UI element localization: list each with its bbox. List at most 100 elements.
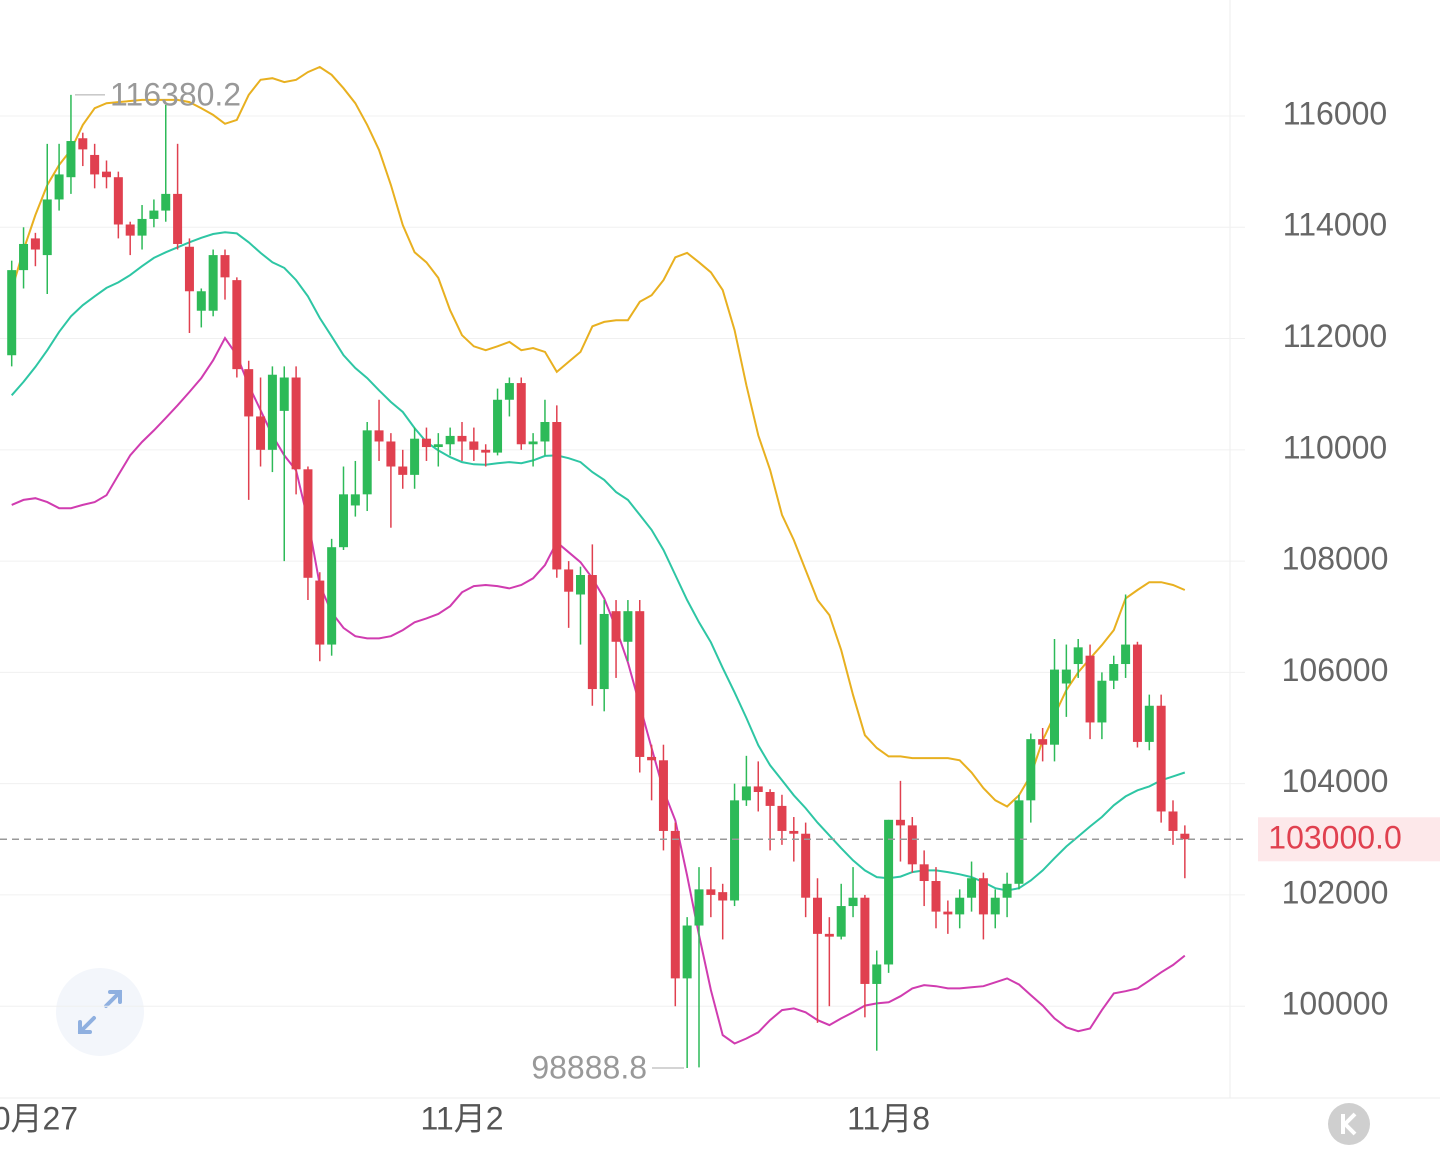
candle-body	[173, 193, 183, 244]
candle-body	[587, 575, 597, 690]
candle-body	[836, 906, 846, 937]
candle-body	[42, 199, 52, 256]
candle-body	[208, 255, 218, 311]
candle-body	[824, 933, 834, 937]
low-label: 98888.8	[531, 1049, 647, 1085]
candle-body	[528, 441, 538, 445]
candle-body	[1144, 705, 1154, 742]
candle-body	[694, 889, 704, 926]
candle-body	[125, 224, 135, 236]
k-button[interactable]	[1328, 1103, 1370, 1145]
candle-body	[1085, 655, 1095, 723]
candle-body	[90, 154, 100, 175]
expand-button[interactable]	[56, 968, 144, 1056]
candle-body	[1156, 705, 1166, 812]
candle-body	[623, 611, 633, 642]
candle-body	[279, 377, 289, 411]
candle-body	[967, 878, 977, 898]
candle-body	[647, 756, 657, 761]
candle-body	[1038, 739, 1048, 745]
candle-body	[66, 141, 76, 178]
expand-icon	[78, 990, 122, 1034]
candle-body	[516, 383, 526, 445]
candle-body	[315, 580, 325, 645]
candle-body	[1002, 883, 1012, 898]
y-tick-label: 116000	[1283, 95, 1387, 131]
candle-body	[1050, 669, 1059, 745]
y-tick-label: 102000	[1282, 874, 1389, 910]
candle-body	[386, 441, 396, 467]
candle-body	[860, 897, 870, 984]
candle-body	[184, 246, 194, 292]
candle-body	[410, 438, 420, 475]
band-upper	[10, 65, 1186, 808]
candle-body	[137, 218, 147, 236]
candle-body	[777, 805, 787, 831]
x-tick-label: 11月2	[420, 1100, 503, 1136]
candle-body	[457, 435, 467, 442]
candle-body	[1097, 680, 1107, 723]
candle-body	[421, 438, 431, 448]
candle-body	[753, 786, 763, 792]
candle-body	[339, 494, 348, 548]
high-label: 116380.2	[110, 76, 241, 112]
y-tick-label: 112000	[1283, 318, 1387, 354]
candle-body	[1014, 800, 1024, 884]
candle-body	[943, 911, 953, 915]
candle-body	[267, 374, 277, 450]
candle-body	[327, 547, 337, 645]
y-tick-label: 106000	[1282, 652, 1389, 688]
candle-body	[907, 825, 917, 865]
candle-body	[611, 611, 621, 642]
candle-body	[1073, 647, 1083, 665]
candle-body	[1121, 644, 1131, 665]
candle-body	[374, 430, 384, 442]
candle-body	[931, 881, 941, 912]
candle-body	[7, 270, 17, 356]
y-tick-label: 100000	[1282, 986, 1389, 1022]
candle-body	[433, 444, 443, 448]
candle-body	[872, 964, 882, 984]
candle-body	[398, 466, 408, 475]
candle-body	[469, 441, 479, 450]
candle-body	[102, 171, 111, 178]
candle-body	[220, 255, 230, 278]
candle-body	[658, 760, 668, 831]
price-label: 103000.0	[1268, 820, 1401, 856]
candle-body	[718, 892, 728, 901]
candle-body	[884, 819, 894, 965]
candle-body	[1061, 669, 1071, 684]
candle-body	[670, 830, 680, 979]
candle-body	[445, 435, 455, 445]
candle-body	[552, 422, 562, 570]
candle-body	[978, 878, 988, 915]
candle-body	[256, 416, 266, 450]
candle-body	[161, 193, 171, 211]
candle-body	[196, 291, 206, 311]
candle-body	[848, 897, 858, 907]
y-tick-label: 108000	[1282, 541, 1389, 577]
candle-body	[895, 819, 905, 826]
candle-body	[955, 897, 965, 915]
candle-body	[30, 238, 40, 250]
candle-body	[350, 494, 360, 506]
x-tick-label: 0月27	[0, 1100, 78, 1136]
y-tick-label: 104000	[1282, 763, 1389, 799]
candle-body	[1109, 664, 1119, 681]
candle-body	[919, 864, 929, 882]
candle-body	[54, 174, 64, 200]
k-button-bg	[1328, 1103, 1370, 1145]
y-tick-label: 114000	[1283, 207, 1387, 243]
candle-body	[801, 833, 811, 898]
candle-body	[599, 613, 609, 690]
candle-body	[19, 243, 29, 271]
candle-body	[291, 377, 301, 470]
y-tick-label: 110000	[1283, 429, 1387, 465]
band-lower	[11, 336, 1186, 1045]
price-label-bg	[1258, 817, 1440, 862]
x-tick-label: 11月8	[847, 1100, 930, 1136]
candle-body	[990, 897, 1000, 915]
candle-body	[682, 925, 692, 979]
band-middle	[10, 231, 1186, 892]
